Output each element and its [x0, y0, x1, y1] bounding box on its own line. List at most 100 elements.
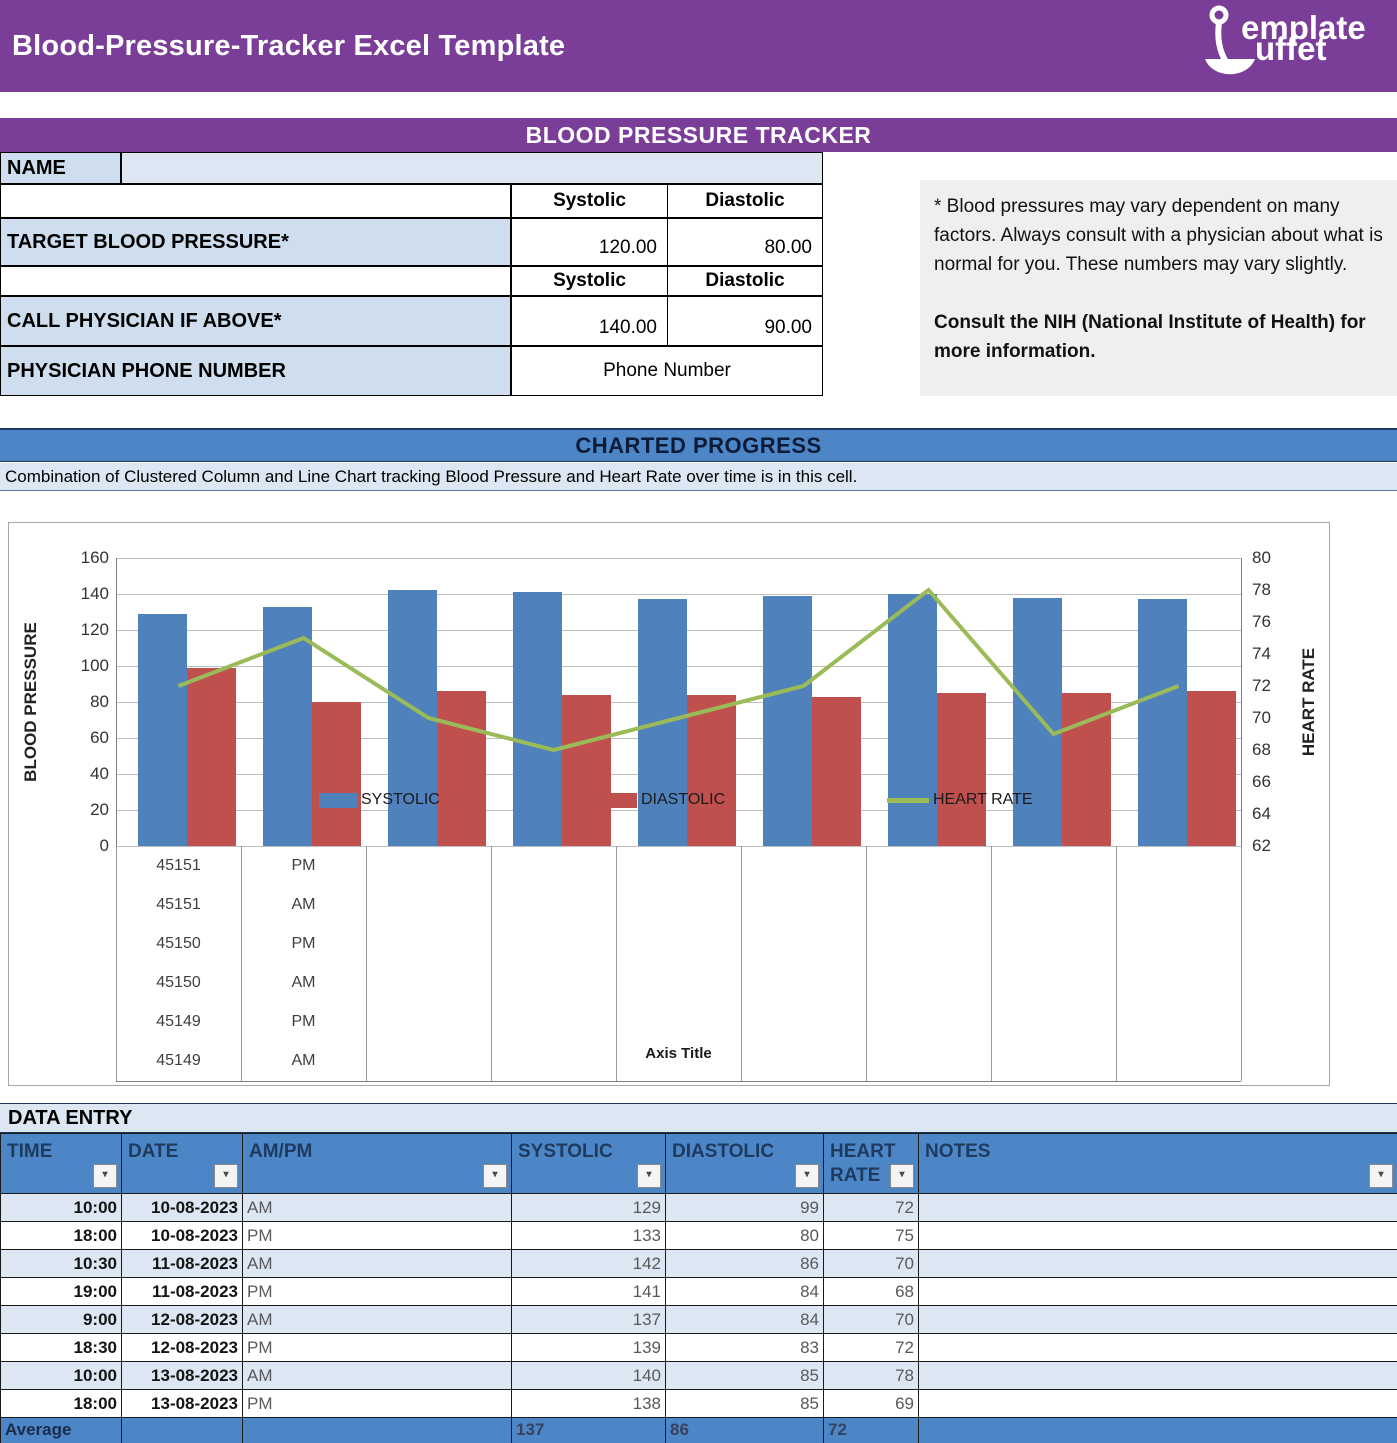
- systolic-cell[interactable]: 140: [511, 1361, 666, 1390]
- diastolic-cell[interactable]: 83: [665, 1333, 824, 1362]
- time-cell[interactable]: 18:30: [0, 1333, 122, 1362]
- filter-dropdown-icon[interactable]: ▾: [795, 1164, 819, 1188]
- ampm-cell[interactable]: AM: [242, 1361, 512, 1390]
- physician-phone-input-cell[interactable]: Phone Number: [511, 346, 823, 396]
- column-header-heart-rate: HEART RATE ▾: [823, 1133, 919, 1194]
- time-cell[interactable]: 18:00: [0, 1389, 122, 1418]
- ampm-cell[interactable]: AM: [242, 1193, 512, 1222]
- systolic-cell[interactable]: 133: [511, 1221, 666, 1250]
- systolic-cell[interactable]: 141: [511, 1277, 666, 1306]
- filter-dropdown-icon[interactable]: ▾: [637, 1164, 661, 1188]
- left-axis-tick: 60: [90, 728, 109, 747]
- charted-progress-banner: CHARTED PROGRESS: [0, 428, 1397, 462]
- diastolic-bar: [687, 694, 736, 846]
- date-cell[interactable]: 10-08-2023: [121, 1221, 243, 1250]
- time-cell[interactable]: 18:00: [0, 1221, 122, 1250]
- notes-cell[interactable]: [918, 1277, 1397, 1306]
- filter-dropdown-icon[interactable]: ▾: [890, 1164, 914, 1188]
- heart-rate-cell[interactable]: 70: [823, 1305, 919, 1334]
- plot-right-line: [1241, 558, 1242, 1081]
- notes-cell[interactable]: [918, 1389, 1397, 1418]
- date-cell[interactable]: 11-08-2023: [121, 1249, 243, 1278]
- heart-rate-cell[interactable]: 69: [823, 1389, 919, 1418]
- heart-rate-cell[interactable]: 68: [823, 1277, 919, 1306]
- systolic-bar: [138, 613, 187, 846]
- filter-dropdown-icon[interactable]: ▾: [214, 1164, 238, 1188]
- diastolic-cell[interactable]: 85: [665, 1361, 824, 1390]
- gridline: [116, 846, 1241, 847]
- notes-cell[interactable]: [918, 1193, 1397, 1222]
- systolic-header-2: Systolic: [511, 266, 668, 296]
- diastolic-cell[interactable]: 99: [665, 1193, 824, 1222]
- heart-rate-cell[interactable]: 78: [823, 1361, 919, 1390]
- heart-rate-cell[interactable]: 72: [823, 1193, 919, 1222]
- disclaimer-note: * Blood pressures may vary dependent on …: [920, 180, 1397, 396]
- ampm-cell[interactable]: AM: [242, 1305, 512, 1334]
- systolic-cell[interactable]: 139: [511, 1333, 666, 1362]
- date-cell[interactable]: 12-08-2023: [121, 1305, 243, 1334]
- systolic-cell[interactable]: 129: [511, 1193, 666, 1222]
- ampm-cell[interactable]: PM: [242, 1221, 512, 1250]
- target-systolic-cell[interactable]: 120.00: [511, 218, 668, 266]
- date-cell[interactable]: 13-08-2023: [121, 1389, 243, 1418]
- date-cell[interactable]: 13-08-2023: [121, 1361, 243, 1390]
- notes-cell[interactable]: [918, 1305, 1397, 1334]
- diastolic-cell[interactable]: 84: [665, 1277, 824, 1306]
- time-cell[interactable]: 19:00: [0, 1277, 122, 1306]
- heart-rate-cell[interactable]: 72: [823, 1333, 919, 1362]
- filter-dropdown-icon[interactable]: ▾: [1369, 1164, 1393, 1188]
- notes-cell[interactable]: [918, 1333, 1397, 1362]
- time-cell[interactable]: 9:00: [0, 1305, 122, 1334]
- filter-dropdown-icon[interactable]: ▾: [93, 1164, 117, 1188]
- category-bottom-line: [116, 1081, 1241, 1082]
- right-axis-tick: 78: [1252, 580, 1271, 599]
- bp-heart-rate-chart: 160 140 120 100 80 60 40 20 0 BLOOD PRESSURE 80 78 7…: [8, 522, 1330, 1086]
- notes-cell[interactable]: [918, 1221, 1397, 1250]
- heart-rate-swatch: [887, 797, 929, 803]
- right-axis-tick: 72: [1252, 676, 1271, 695]
- systolic-cell[interactable]: 138: [511, 1389, 666, 1418]
- ampm-cell[interactable]: PM: [242, 1277, 512, 1306]
- notes-cell[interactable]: [918, 1361, 1397, 1390]
- date-cell[interactable]: 11-08-2023: [121, 1277, 243, 1306]
- time-cell[interactable]: 10:00: [0, 1361, 122, 1390]
- target-diastolic-cell[interactable]: 80.00: [667, 218, 823, 266]
- diastolic-cell[interactable]: 85: [665, 1389, 824, 1418]
- diastolic-cell[interactable]: 80: [665, 1221, 824, 1250]
- call-diastolic-cell[interactable]: 90.00: [667, 296, 823, 346]
- diastolic-cell[interactable]: 86: [665, 1249, 824, 1278]
- note-paragraph: * Blood pressures may vary dependent on …: [934, 196, 1383, 275]
- call-systolic-cell[interactable]: 140.00: [511, 296, 668, 346]
- target-bp-label-cell: TARGET BLOOD PRESSURE*: [0, 218, 511, 266]
- category-grid-line: [491, 846, 492, 1081]
- ampm-cell[interactable]: PM: [242, 1333, 512, 1362]
- systolic-swatch: [319, 792, 357, 808]
- average-heart-rate: 72: [823, 1417, 919, 1443]
- heart-rate-cell[interactable]: 75: [823, 1221, 919, 1250]
- systolic-bar: [513, 592, 562, 846]
- diastolic-cell[interactable]: 84: [665, 1305, 824, 1334]
- category-grid-line: [116, 846, 117, 1081]
- ampm-cell[interactable]: PM: [242, 1389, 512, 1418]
- column-header-am-pm: AM/PM ▾: [242, 1133, 512, 1194]
- filter-dropdown-icon[interactable]: ▾: [483, 1164, 507, 1188]
- template-buffet-logo: emplate uffet: [1197, 4, 1387, 88]
- column-header-systolic: SYSTOLIC ▾: [511, 1133, 666, 1194]
- name-input-cell[interactable]: [121, 152, 823, 184]
- systolic-cell[interactable]: 142: [511, 1249, 666, 1278]
- time-cell[interactable]: 10:30: [0, 1249, 122, 1278]
- average-systolic: 137: [511, 1417, 666, 1443]
- axis-ampm-label: AM: [291, 974, 316, 992]
- ampm-cell[interactable]: AM: [242, 1249, 512, 1278]
- notes-cell[interactable]: [918, 1249, 1397, 1278]
- date-cell[interactable]: 12-08-2023: [121, 1333, 243, 1362]
- right-axis-tick: 70: [1252, 708, 1271, 727]
- date-cell[interactable]: 10-08-2023: [121, 1193, 243, 1222]
- gridline: [116, 558, 1241, 559]
- left-axis-tick: 0: [99, 836, 109, 855]
- heart-rate-cell[interactable]: 70: [823, 1249, 919, 1278]
- systolic-cell[interactable]: 137: [511, 1305, 666, 1334]
- time-cell[interactable]: 10:00: [0, 1193, 122, 1222]
- diastolic-header-2: Diastolic: [667, 266, 823, 296]
